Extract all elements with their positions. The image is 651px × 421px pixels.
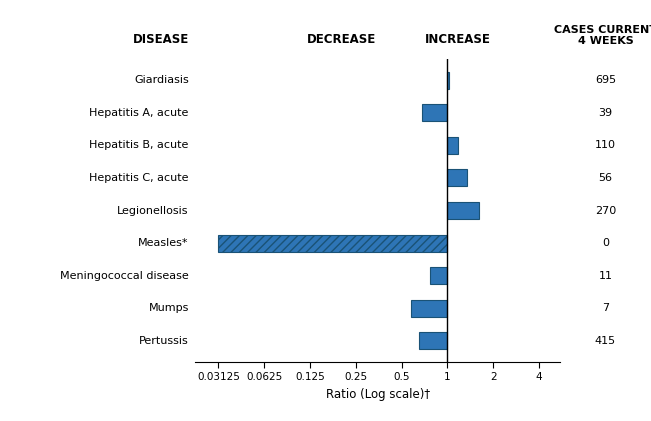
Text: Hepatitis B, acute: Hepatitis B, acute <box>89 140 189 150</box>
X-axis label: Ratio (Log scale)†: Ratio (Log scale)† <box>326 388 430 401</box>
Text: DECREASE: DECREASE <box>307 33 376 46</box>
Bar <box>430 267 447 284</box>
Bar <box>447 72 449 88</box>
Bar <box>447 202 479 219</box>
Text: 56: 56 <box>598 173 613 183</box>
Bar <box>422 104 447 121</box>
Text: DISEASE: DISEASE <box>133 33 189 46</box>
Text: Giardiasis: Giardiasis <box>134 75 189 85</box>
Bar <box>447 137 458 154</box>
Text: Legionellosis: Legionellosis <box>117 205 189 216</box>
Text: Measles*: Measles* <box>138 238 189 248</box>
Text: 695: 695 <box>595 75 616 85</box>
Text: Hepatitis A, acute: Hepatitis A, acute <box>89 108 189 118</box>
Text: 270: 270 <box>595 205 616 216</box>
Bar <box>419 333 447 349</box>
Text: CASES CURRENT
4 WEEKS: CASES CURRENT 4 WEEKS <box>554 25 651 46</box>
Text: 11: 11 <box>598 271 613 281</box>
Bar <box>411 300 447 317</box>
Text: Meningococcal disease: Meningococcal disease <box>60 271 189 281</box>
Text: 110: 110 <box>595 140 616 150</box>
Text: 39: 39 <box>598 108 613 118</box>
Text: 415: 415 <box>595 336 616 346</box>
Bar <box>219 234 447 252</box>
Text: Pertussis: Pertussis <box>139 336 189 346</box>
Text: 0: 0 <box>602 238 609 248</box>
Text: Hepatitis C, acute: Hepatitis C, acute <box>89 173 189 183</box>
Text: Mumps: Mumps <box>148 303 189 313</box>
Text: INCREASE: INCREASE <box>425 33 491 46</box>
Bar <box>447 169 467 187</box>
Text: 7: 7 <box>602 303 609 313</box>
